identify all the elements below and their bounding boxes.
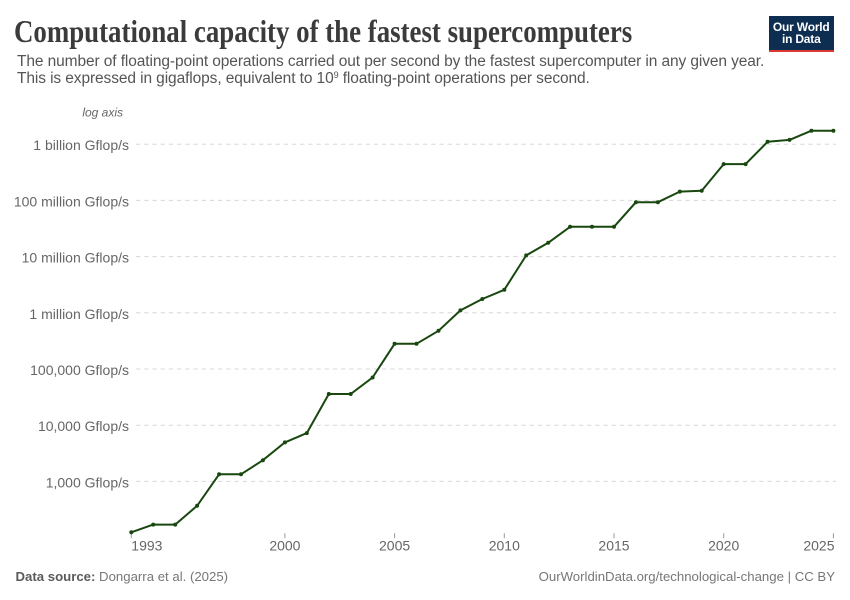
svg-text:2015: 2015: [598, 538, 629, 554]
svg-text:1 million Gflop/s: 1 million Gflop/s: [29, 306, 129, 322]
svg-text:10,000 Gflop/s: 10,000 Gflop/s: [38, 418, 129, 434]
svg-text:2000: 2000: [269, 538, 300, 554]
svg-text:10 million Gflop/s: 10 million Gflop/s: [22, 250, 129, 266]
svg-text:log axis: log axis: [82, 106, 123, 120]
svg-text:1,000 Gflop/s: 1,000 Gflop/s: [46, 474, 129, 490]
svg-text:1 billion Gflop/s: 1 billion Gflop/s: [33, 137, 129, 153]
svg-text:2010: 2010: [489, 538, 520, 554]
svg-text:1993: 1993: [131, 538, 162, 554]
svg-text:2025: 2025: [803, 538, 834, 554]
svg-text:2005: 2005: [379, 538, 410, 554]
svg-text:2020: 2020: [708, 538, 739, 554]
svg-text:100 million Gflop/s: 100 million Gflop/s: [14, 193, 129, 209]
svg-text:100,000 Gflop/s: 100,000 Gflop/s: [30, 362, 129, 378]
